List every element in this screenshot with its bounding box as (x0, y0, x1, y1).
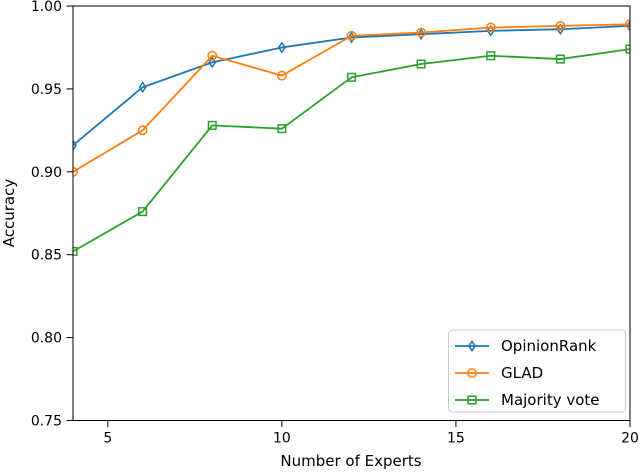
data-point-marker (276, 70, 287, 81)
data-point-marker (555, 54, 565, 64)
series-layer (73, 19, 630, 256)
legend-marker-circle (467, 368, 477, 378)
data-point-marker (625, 44, 630, 54)
data-point-marker (556, 23, 565, 36)
series-line-opinionrank (73, 24, 630, 147)
y-tick-label: 0.95 (31, 82, 62, 98)
data-point-marker (416, 27, 427, 38)
data-point-marker (346, 30, 357, 41)
data-point-marker (207, 120, 217, 130)
series-line-majority-vote (73, 48, 630, 253)
y-tick-label: 0.75 (31, 414, 62, 430)
legend: OpinionRank GLAD Majority vote (448, 329, 626, 413)
data-point-marker (137, 125, 148, 136)
x-tick-label: 15 (447, 431, 465, 447)
data-point-marker (485, 22, 496, 33)
data-point-marker (207, 50, 218, 61)
data-point-marker (416, 59, 426, 69)
x-tick-label: 5 (103, 431, 112, 447)
legend-label: GLAD (501, 364, 543, 382)
data-point-marker (208, 56, 217, 69)
legend-box (448, 329, 626, 413)
data-point-marker (277, 124, 287, 134)
x-tick-label: 20 (621, 431, 639, 447)
x-axis: 5 10 15 20 (103, 420, 639, 447)
x-axis-label: Number of Experts (280, 452, 421, 470)
y-axis: 0.75 0.80 0.85 0.90 0.95 1.00 (31, 0, 73, 430)
data-point-marker (277, 41, 286, 54)
plot-frame (72, 5, 631, 421)
legend-item-opinionrank: OpinionRank (455, 337, 597, 355)
y-tick-label: 0.90 (31, 165, 62, 181)
legend-label: Majority vote (501, 391, 600, 409)
legend-label: OpinionRank (501, 337, 597, 355)
data-point-marker (486, 51, 496, 61)
data-point-marker (486, 24, 495, 37)
y-tick-label: 1.00 (31, 0, 62, 15)
legend-marker-diamond (467, 340, 477, 352)
data-point-marker (138, 207, 148, 217)
legend-item-majority-vote: Majority vote (455, 391, 600, 409)
data-point-marker (555, 20, 566, 31)
data-point-marker (346, 72, 357, 82)
data-point-marker (73, 139, 78, 152)
series-majority-vote (73, 44, 630, 256)
series-line-glad (73, 23, 630, 173)
legend-item-glad: GLAD (455, 364, 543, 382)
y-tick-label: 0.85 (31, 248, 62, 264)
data-point-marker (73, 246, 78, 256)
y-tick-label: 0.80 (31, 331, 62, 347)
x-tick-label: 10 (273, 431, 291, 447)
y-axis-label: Accuracy (0, 179, 18, 248)
legend-marker-square (467, 395, 477, 405)
data-point-marker (138, 81, 147, 94)
